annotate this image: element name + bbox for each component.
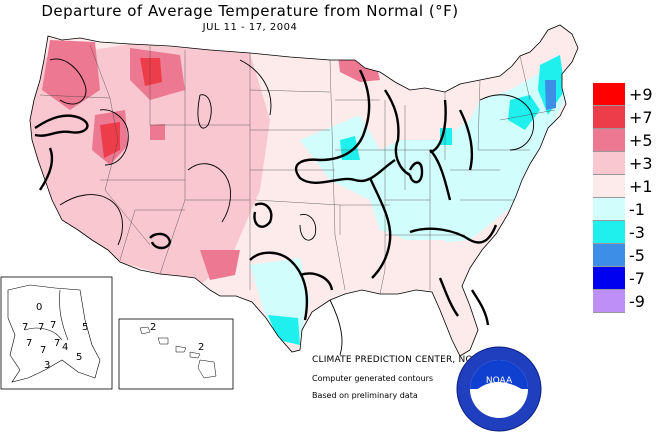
hawaii-inset bbox=[118, 318, 234, 390]
legend-swatch bbox=[593, 290, 625, 313]
legend-item: +3 bbox=[593, 152, 659, 175]
legend-swatch bbox=[593, 221, 625, 244]
map-subtitle: JUL 11 - 17, 2004 bbox=[202, 22, 298, 33]
legend-item: -7 bbox=[593, 267, 659, 290]
alaska-contour-label: 7 bbox=[50, 320, 57, 331]
legend-label: +7 bbox=[629, 108, 653, 127]
us-outline bbox=[29, 24, 579, 357]
alaska-contour-label: 5 bbox=[76, 352, 83, 363]
legend-label: +1 bbox=[629, 177, 653, 196]
alaska-contour-label: 7 bbox=[54, 338, 61, 349]
legend-swatch bbox=[593, 198, 625, 221]
legend-swatch bbox=[593, 152, 625, 175]
zero-contours bbox=[34, 69, 498, 326]
noaa-logo: NOAA bbox=[456, 346, 542, 432]
legend-item: -3 bbox=[593, 221, 659, 244]
alaska-contour-label: 7 bbox=[38, 322, 45, 333]
alaska-contour-label: 7 bbox=[26, 338, 33, 349]
credit-main: CLIMATE PREDICTION CENTER, NOAA bbox=[312, 355, 486, 365]
legend-swatch bbox=[593, 175, 625, 198]
alaska-contour-label: 4 bbox=[62, 342, 69, 353]
alaska-contour-label: 3 bbox=[44, 360, 51, 371]
thin-contours bbox=[49, 58, 535, 356]
legend-label: -7 bbox=[629, 269, 645, 288]
legend-label: -5 bbox=[629, 246, 645, 265]
legend-label: +3 bbox=[629, 154, 653, 173]
legend-label: -3 bbox=[629, 223, 645, 242]
alaska-contour-label: 5 bbox=[82, 322, 89, 333]
alaska-contour-label: 7 bbox=[40, 345, 47, 356]
legend-swatch bbox=[593, 83, 625, 106]
hawaii-contour-label: 2 bbox=[150, 322, 157, 333]
credit-line1: Computer generated contours bbox=[312, 374, 434, 383]
legend-item: -1 bbox=[593, 198, 659, 221]
legend-swatch bbox=[593, 129, 625, 152]
legend-item: +9 bbox=[593, 83, 659, 106]
legend-label: +9 bbox=[629, 85, 653, 104]
legend-item: -9 bbox=[593, 290, 659, 313]
legend-label: -9 bbox=[629, 292, 645, 311]
legend-item: +5 bbox=[593, 129, 659, 152]
legend-swatch bbox=[593, 106, 625, 129]
map-title: Departure of Average Temperature from No… bbox=[41, 2, 459, 20]
legend-item: +7 bbox=[593, 106, 659, 129]
legend-label: -1 bbox=[629, 200, 645, 219]
legend-item: -5 bbox=[593, 244, 659, 267]
alaska-contour-label: 0 bbox=[36, 302, 43, 313]
hawaii-contour-label: 2 bbox=[198, 342, 205, 353]
legend-item: +1 bbox=[593, 175, 659, 198]
legend-swatch bbox=[593, 244, 625, 267]
legend-swatch bbox=[593, 267, 625, 290]
legend: +9 +7 +5 +3 +1 -1 -3 -5 -7 -9 bbox=[593, 83, 659, 313]
credit-line2: Based on preliminary data bbox=[312, 391, 418, 400]
alaska-inset bbox=[0, 276, 113, 390]
legend-label: +5 bbox=[629, 131, 653, 150]
alaska-contour-label: 7 bbox=[22, 322, 29, 333]
noaa-logo-text: NOAA bbox=[486, 376, 513, 386]
